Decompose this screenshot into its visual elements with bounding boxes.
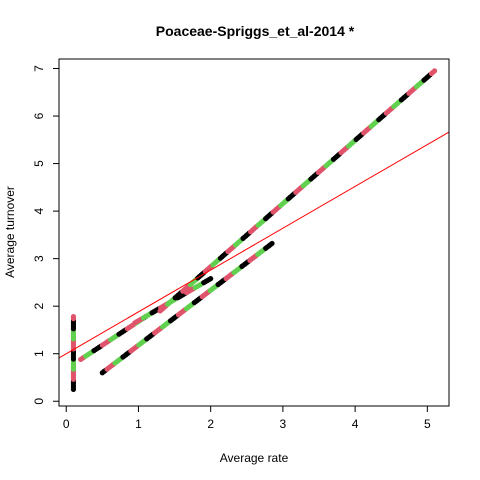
y-tick-label: 6: [32, 112, 46, 119]
y-tick-label: 3: [32, 255, 46, 262]
y-axis-label: Average turnover: [3, 186, 17, 278]
data-point: [208, 276, 214, 282]
y-tick-label: 5: [32, 160, 46, 167]
x-tick-label: 3: [280, 417, 287, 431]
y-tick-label: 0: [32, 398, 46, 405]
x-tick-label: 1: [135, 417, 142, 431]
data-point: [70, 314, 77, 320]
x-axis: 0 1 2 3 4 5: [63, 405, 431, 431]
data-point: [431, 68, 438, 74]
y-axis: 0 1 2 3 4 5 6 7: [32, 65, 60, 405]
fit-line-layer: [58, 131, 450, 359]
data-points: [70, 68, 438, 392]
x-tick-label: 0: [63, 417, 70, 431]
x-tick-label: 4: [352, 417, 359, 431]
data-point: [269, 240, 275, 247]
x-axis-label: Average rate: [220, 451, 289, 465]
x-tick-label: 2: [207, 417, 214, 431]
y-tick-label: 1: [32, 350, 46, 357]
y-tick-label: 7: [32, 65, 46, 72]
fit-line: [58, 131, 450, 359]
chart-title: Poaceae-Spriggs_et_al-2014 *: [156, 23, 355, 39]
y-tick-label: 4: [32, 207, 46, 214]
x-tick-label: 5: [424, 417, 431, 431]
y-tick-label: 2: [32, 303, 46, 310]
